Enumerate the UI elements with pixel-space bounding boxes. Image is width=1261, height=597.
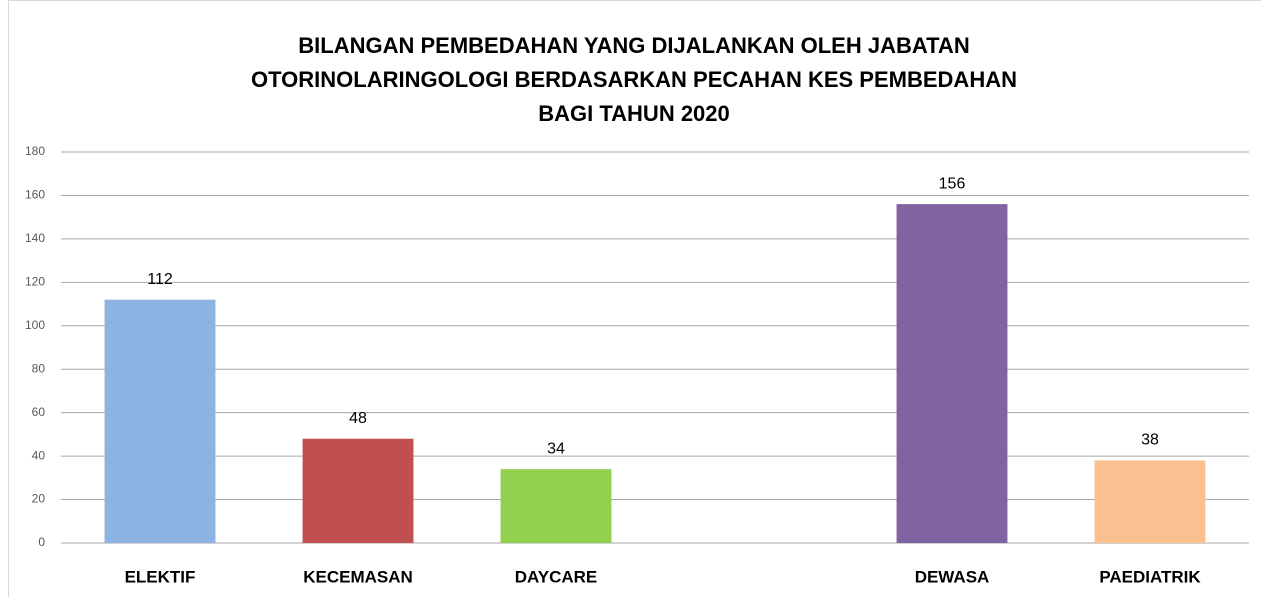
bar: [302, 438, 414, 543]
bar: [104, 299, 216, 543]
x-tick-label: PAEDIATRIK: [1099, 567, 1201, 586]
y-tick-label: 180: [25, 144, 45, 158]
data-label: 156: [939, 175, 966, 192]
y-tick-label: 80: [32, 361, 46, 375]
chart-title: OTORINOLARINGOLOGI BERDASARKAN PECAHAN K…: [251, 67, 1017, 92]
y-tick-label: 140: [25, 231, 45, 245]
data-label: 112: [147, 271, 173, 288]
y-tick-label: 0: [38, 535, 45, 549]
y-tick-label: 100: [25, 318, 45, 332]
data-label: 48: [349, 410, 367, 427]
y-tick-label: 160: [25, 188, 45, 202]
bar: [500, 469, 612, 543]
data-label: 34: [547, 440, 565, 457]
x-tick-label: DAYCARE: [515, 567, 598, 586]
chart-frame: [8, 0, 1261, 597]
chart-title: BILANGAN PEMBEDAHAN YANG DIJALANKAN OLEH…: [298, 33, 969, 58]
bar: [1094, 460, 1206, 543]
y-tick-label: 20: [32, 492, 46, 506]
chart-title: BAGI TAHUN 2020: [538, 101, 730, 126]
bar: [896, 204, 1008, 543]
y-tick-label: 120: [25, 275, 45, 289]
x-tick-label: KECEMASAN: [303, 567, 413, 586]
y-tick-label: 60: [32, 405, 46, 419]
data-label: 38: [1141, 432, 1159, 449]
x-tick-label: ELEKTIF: [125, 567, 196, 586]
x-tick-label: DEWASA: [915, 567, 990, 586]
y-tick-label: 40: [32, 448, 46, 462]
